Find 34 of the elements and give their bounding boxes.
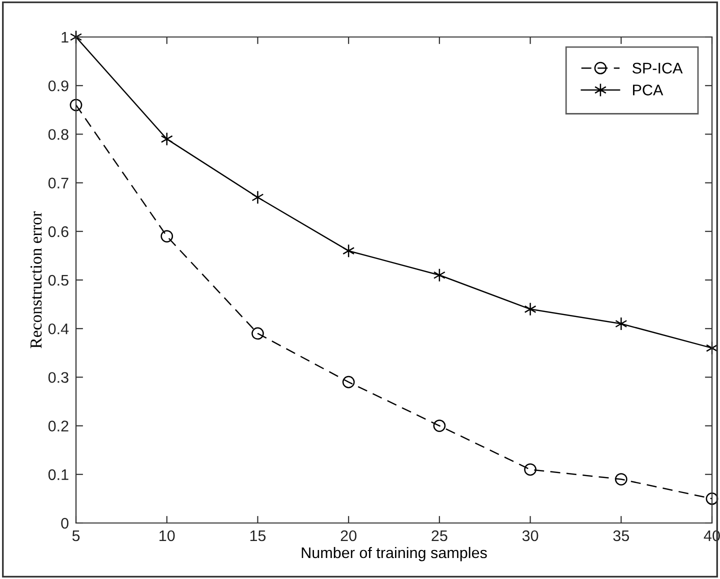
y-tick-label: 0.5 — [48, 274, 68, 286]
x-tick-label: 25 — [432, 530, 448, 542]
point — [433, 420, 446, 432]
point — [70, 98, 82, 112]
point — [706, 492, 718, 505]
point — [160, 132, 173, 146]
y-tick-label: 0.6 — [48, 226, 68, 238]
y-tick-label: 0.2 — [48, 420, 68, 432]
point — [524, 463, 536, 476]
y-tick-label: 0.3 — [48, 372, 68, 383]
y-tick-label: 0.4 — [48, 323, 69, 334]
point — [614, 473, 628, 486]
x-tick-label: 5 — [72, 530, 80, 542]
legend-label: PCA — [633, 84, 664, 96]
y-tick-label: 0 — [61, 518, 68, 529]
y-axis-title: Reconstruction error — [30, 211, 42, 348]
y-tick-label: 1 — [62, 32, 68, 43]
x-tick-label: 20 — [340, 530, 356, 542]
point — [615, 316, 628, 331]
y-tick-label: 0.9 — [48, 80, 68, 92]
legend-label: SP-ICA — [632, 62, 683, 74]
x-tick-label: 10 — [160, 530, 175, 542]
y-tick-label: 0.8 — [48, 129, 68, 140]
point — [342, 376, 355, 388]
x-axis-title: Number of training samples — [302, 546, 487, 562]
point — [252, 190, 264, 204]
y-tick-label: 0.7 — [48, 178, 68, 188]
point — [524, 302, 536, 316]
x-tick-label: 35 — [613, 530, 629, 542]
x-tick-label: 15 — [250, 530, 266, 542]
x-tick-label: 30 — [522, 530, 538, 542]
y-tick-label: 0.1 — [48, 469, 68, 480]
point — [160, 230, 174, 242]
point — [252, 327, 264, 340]
